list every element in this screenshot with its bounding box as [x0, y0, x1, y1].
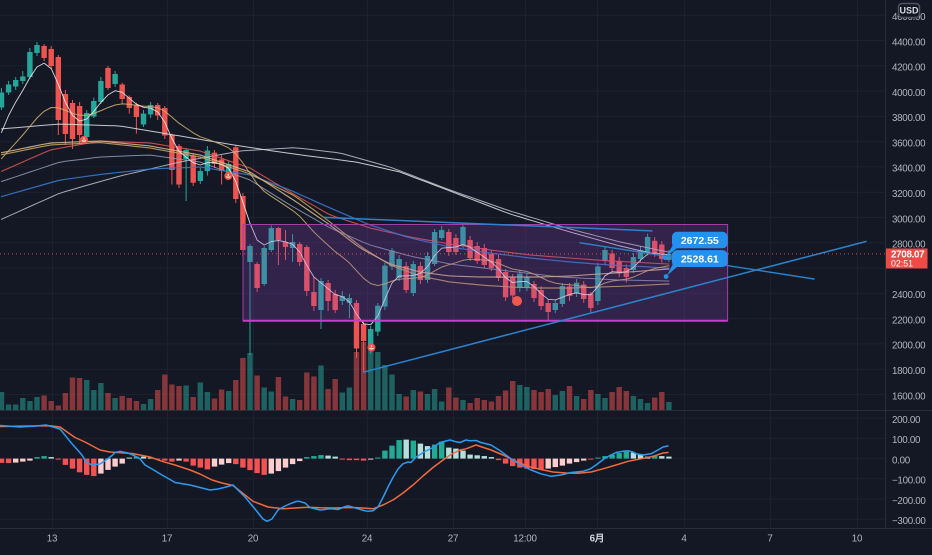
- svg-text:−100.00: −100.00: [892, 476, 926, 487]
- svg-text:13: 13: [47, 534, 58, 545]
- svg-text:3400.00: 3400.00: [892, 164, 926, 175]
- svg-text:27: 27: [448, 534, 459, 545]
- svg-text:1800.00: 1800.00: [892, 366, 926, 377]
- svg-text:3600.00: 3600.00: [892, 138, 926, 149]
- svg-text:3200.00: 3200.00: [892, 189, 926, 200]
- svg-text:2800.00: 2800.00: [892, 240, 926, 251]
- svg-text:−300.00: −300.00: [892, 516, 926, 527]
- svg-text:200.00: 200.00: [892, 415, 921, 426]
- svg-text:100.00: 100.00: [892, 435, 921, 446]
- svg-text:1600.00: 1600.00: [892, 391, 926, 402]
- svg-text:2400.00: 2400.00: [892, 290, 926, 301]
- svg-text:2708.07: 2708.07: [891, 249, 925, 260]
- svg-text:10: 10: [852, 534, 863, 545]
- svg-text:3800.00: 3800.00: [892, 113, 926, 124]
- svg-text:02:51: 02:51: [891, 258, 913, 268]
- svg-text:24: 24: [362, 534, 373, 545]
- svg-text:0.00: 0.00: [892, 455, 911, 466]
- svg-text:4: 4: [681, 534, 687, 545]
- svg-text:2200.00: 2200.00: [892, 315, 926, 326]
- svg-text:−200.00: −200.00: [892, 496, 926, 507]
- svg-text:20: 20: [248, 534, 259, 545]
- svg-text:7: 7: [767, 534, 772, 545]
- svg-text:4400.00: 4400.00: [892, 37, 926, 48]
- svg-text:2672.55: 2672.55: [681, 235, 719, 247]
- svg-text:2528.61: 2528.61: [681, 254, 719, 266]
- svg-text:12:00: 12:00: [513, 534, 537, 545]
- svg-text:2000.00: 2000.00: [892, 341, 926, 352]
- svg-text:6月: 6月: [590, 533, 605, 545]
- svg-text:USD: USD: [899, 6, 919, 16]
- svg-text:4200.00: 4200.00: [892, 63, 926, 74]
- svg-text:4000.00: 4000.00: [892, 88, 926, 99]
- svg-text:3000.00: 3000.00: [892, 214, 926, 225]
- svg-text:17: 17: [162, 534, 173, 545]
